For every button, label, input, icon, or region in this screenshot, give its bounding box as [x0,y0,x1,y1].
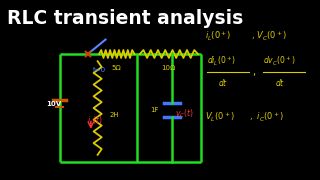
Text: 2H: 2H [110,112,119,118]
Text: , $V_C(0^+)$: , $V_C(0^+)$ [251,29,287,43]
Text: $dv_C(0^+)$: $dv_C(0^+)$ [263,55,295,68]
Text: 1F: 1F [150,107,158,113]
Text: t=0: t=0 [93,67,107,73]
Text: ,: , [252,67,255,77]
Text: $i_L(0^+)$: $i_L(0^+)$ [205,29,231,43]
Text: $di_L(0^+)$: $di_L(0^+)$ [207,55,237,68]
Text: 10V: 10V [46,101,62,107]
Text: ,  $i_C(0^+)$: , $i_C(0^+)$ [250,110,285,124]
Text: 5Ω: 5Ω [112,65,122,71]
Text: $dt$: $dt$ [275,77,285,88]
Text: $V_L(0^+)$: $V_L(0^+)$ [205,110,235,124]
Text: RLC transient analysis: RLC transient analysis [6,9,243,28]
Text: 10Ω: 10Ω [162,65,176,71]
Text: $i_L(t)$: $i_L(t)$ [87,115,103,127]
Text: $dt$: $dt$ [218,77,228,88]
Text: $v_C(t)$: $v_C(t)$ [175,107,194,120]
